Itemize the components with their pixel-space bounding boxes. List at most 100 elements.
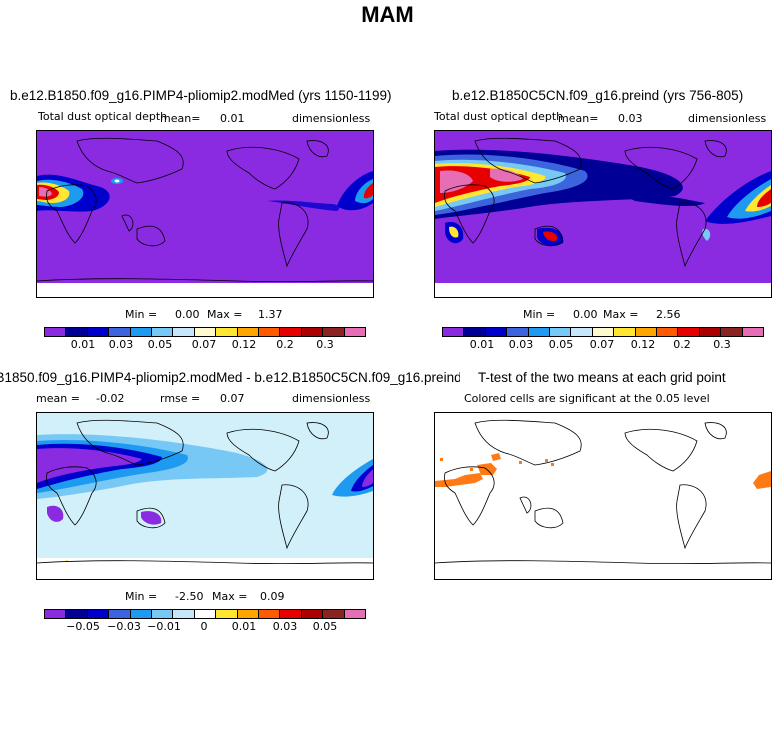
panel3-title-clip: b.e12.B1850.f09_g16.PIMP4-pliomip2.modMe… bbox=[0, 370, 460, 390]
panel2-dust-field bbox=[435, 149, 771, 246]
panel2-mean-value: 0.03 bbox=[618, 112, 643, 125]
colorbar-swatch bbox=[592, 328, 615, 336]
colorbar-swatch bbox=[109, 610, 131, 618]
panel4-coast-north-america bbox=[624, 428, 698, 472]
panel2-colorbar-tick: 0.05 bbox=[548, 338, 574, 351]
panel2-dust-contour bbox=[543, 231, 558, 242]
panel1-colorbar-tick: 0.05 bbox=[147, 338, 173, 351]
colorbar-swatch bbox=[657, 328, 679, 336]
colorbar-swatch bbox=[507, 328, 529, 336]
colorbar-swatch bbox=[66, 328, 88, 336]
panel3-diff-contour bbox=[141, 511, 162, 525]
panel1-antarctic-cap bbox=[37, 283, 373, 297]
panel1-dust-contour bbox=[114, 179, 120, 183]
panel1-coastlines bbox=[37, 137, 373, 283]
panel3-diff-field bbox=[37, 434, 373, 579]
panel1-coast-greenland bbox=[306, 140, 329, 158]
panel3-diff-contour bbox=[37, 448, 142, 483]
panel1-max-value: 1.37 bbox=[258, 308, 283, 321]
colorbar-swatch bbox=[742, 328, 764, 336]
panel2-coast-eurasia bbox=[474, 137, 582, 184]
panel2-max-label: Max = bbox=[603, 308, 639, 321]
panel2-colorbar-tick: 0.07 bbox=[589, 338, 615, 351]
colorbar-swatch bbox=[45, 610, 67, 618]
colorbar-swatch bbox=[152, 610, 174, 618]
panel2-title: b.e12.B1850C5CN.f09_g16.preind (yrs 756-… bbox=[452, 88, 744, 103]
panel3-colorbar-tick: 0.03 bbox=[272, 620, 298, 633]
panel3-max-label: Max = bbox=[212, 590, 248, 603]
panel1-map bbox=[36, 130, 374, 298]
panel1-coast-north-america bbox=[226, 146, 300, 190]
panel2-colorbar-tick: 0.12 bbox=[630, 338, 656, 351]
panel3-diff-contour bbox=[362, 469, 373, 487]
panel2-variable: Total dust optical depth bbox=[434, 110, 564, 123]
panel1-mean-value: 0.01 bbox=[220, 112, 245, 125]
panel2-map bbox=[434, 130, 772, 298]
colorbar-swatch bbox=[259, 328, 281, 336]
panel3-units: dimensionless bbox=[292, 392, 371, 405]
panel2-coast-australia bbox=[534, 225, 564, 247]
colorbar-swatch bbox=[550, 328, 572, 336]
panel4-coast-se-asia bbox=[519, 496, 532, 514]
panel4-coast-eurasia bbox=[474, 419, 582, 466]
panel2-coast-africa bbox=[444, 184, 495, 244]
panel2-dust-contour bbox=[702, 228, 711, 241]
panel2-colorbar bbox=[442, 327, 764, 337]
panel2-coast-south-america bbox=[676, 202, 707, 268]
panel2-coast-north-america bbox=[624, 146, 698, 190]
panel4-significant-cell bbox=[545, 459, 548, 462]
colorbar-swatch bbox=[130, 610, 153, 618]
colorbar-swatch bbox=[464, 328, 486, 336]
panel4-title: T-test of the two means at each grid poi… bbox=[478, 370, 726, 385]
colorbar-swatch bbox=[528, 328, 551, 336]
panel2-dust-contour bbox=[490, 168, 523, 182]
panel4-significant-cells bbox=[435, 453, 771, 489]
panel2-dust-contour bbox=[757, 189, 771, 207]
panel3-coast-eurasia bbox=[76, 419, 184, 466]
colorbar-swatch bbox=[45, 328, 67, 336]
panel4-coast-south-america bbox=[676, 484, 707, 550]
colorbar-swatch bbox=[152, 328, 174, 336]
colorbar-swatch bbox=[87, 328, 110, 336]
panel3-coast-australia bbox=[136, 507, 166, 529]
panel1-colorbar-tick: 0.3 bbox=[316, 338, 334, 351]
panel3-min-value: -2.50 bbox=[175, 590, 204, 603]
colorbar-swatch bbox=[699, 328, 722, 336]
colorbar-swatch bbox=[194, 610, 217, 618]
colorbar-swatch bbox=[259, 610, 281, 618]
panel3-rmse-label: rmse = bbox=[160, 392, 201, 405]
colorbar-swatch bbox=[443, 328, 465, 336]
panel2-units: dimensionless bbox=[688, 112, 767, 125]
colorbar-swatch bbox=[721, 328, 743, 336]
panel3-min-label: Min = bbox=[125, 590, 158, 603]
panel3-colorbar-tick: 0 bbox=[200, 620, 208, 633]
panel4-significant-cell bbox=[753, 471, 771, 489]
panel2-min-value: 0.00 bbox=[573, 308, 598, 321]
panel2-colorbar-tick: 0.3 bbox=[713, 338, 731, 351]
panel2-min-label: Min = bbox=[523, 308, 556, 321]
panel3-diff-contour bbox=[47, 505, 64, 522]
colorbar-swatch bbox=[678, 328, 700, 336]
panel3-mean-label: mean = bbox=[36, 392, 80, 405]
panel4-coast-greenland bbox=[704, 422, 727, 440]
panel1-min-label: Min = bbox=[125, 308, 158, 321]
colorbar-swatch bbox=[323, 610, 345, 618]
panel2-colorbar-tick: 0.01 bbox=[469, 338, 495, 351]
colorbar-swatch bbox=[216, 328, 238, 336]
panel2-antarctic-cap bbox=[435, 283, 771, 297]
panel2-dust-contour bbox=[449, 226, 459, 238]
colorbar-swatch bbox=[66, 610, 88, 618]
panel4-coast-africa bbox=[444, 466, 495, 526]
panel3-colorbar-tick: 0.01 bbox=[231, 620, 257, 633]
panel3-coast-africa bbox=[46, 466, 97, 526]
panel1-min-value: 0.00 bbox=[175, 308, 200, 321]
panel4-coast-antarctica bbox=[435, 560, 771, 565]
panel1-colorbar-tick: 0.12 bbox=[231, 338, 257, 351]
panel3-colorbar-tick: −0.03 bbox=[107, 620, 141, 633]
panel3-title: b.e12.B1850.f09_g16.PIMP4-pliomip2.modMe… bbox=[0, 370, 460, 385]
panel1-colorbar-tick: 0.03 bbox=[108, 338, 134, 351]
panel4-significant-cell bbox=[519, 461, 522, 464]
panel2-coastlines bbox=[444, 137, 727, 268]
panel2-mean-label: mean= bbox=[558, 112, 599, 125]
colorbar-swatch bbox=[485, 328, 508, 336]
